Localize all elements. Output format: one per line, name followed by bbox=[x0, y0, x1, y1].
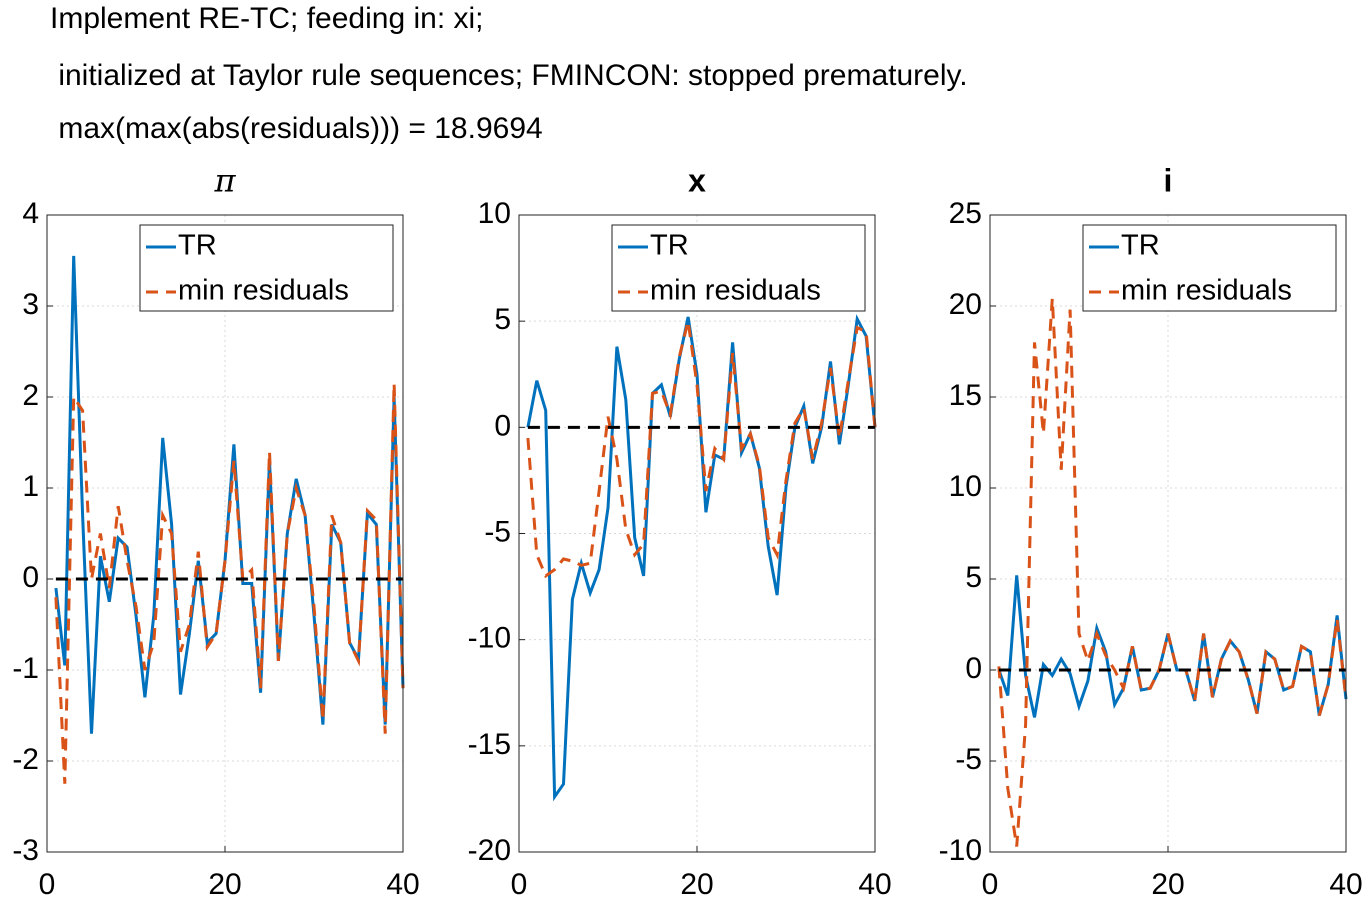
series-line bbox=[997, 298, 1348, 847]
figure-title-line: Implement RE-TC; feeding in: xi; bbox=[50, 2, 484, 35]
legend-label: min residuals bbox=[178, 275, 349, 307]
legend-box bbox=[611, 224, 866, 312]
y-tick-label: 25 bbox=[949, 197, 982, 230]
y-tick-label: 0 bbox=[494, 409, 511, 442]
y-tick-label: -1 bbox=[12, 652, 39, 685]
x-tick-label: 40 bbox=[386, 868, 419, 901]
axes-box bbox=[518, 214, 876, 853]
y-tick-label: -10 bbox=[939, 834, 982, 867]
subplot-title: x bbox=[688, 162, 706, 198]
x-tick-label: 20 bbox=[680, 868, 713, 901]
subplot-title: i bbox=[1164, 162, 1173, 198]
legend-label: min residuals bbox=[650, 275, 821, 307]
legend-box bbox=[1082, 224, 1337, 312]
x-tick-label: 20 bbox=[1151, 868, 1184, 901]
x-tick-label: 0 bbox=[982, 868, 999, 901]
y-tick-label: 20 bbox=[949, 288, 982, 321]
legend-label: TR bbox=[650, 230, 689, 262]
figure-title-line: initialized at Taylor rule sequences; FM… bbox=[50, 59, 968, 92]
y-tick-label: 5 bbox=[965, 561, 982, 594]
figure-title-line: max(max(abs(residuals))) = 18.9694 bbox=[50, 112, 543, 145]
x-tick-label: 40 bbox=[858, 868, 891, 901]
legend-label: min residuals bbox=[1121, 275, 1292, 307]
y-tick-label: 10 bbox=[478, 197, 511, 230]
y-tick-label: -10 bbox=[468, 622, 511, 655]
x-tick-label: 20 bbox=[208, 868, 241, 901]
y-tick-label: 1 bbox=[22, 470, 39, 503]
y-tick-label: -15 bbox=[468, 728, 511, 761]
y-tick-label: 15 bbox=[949, 379, 982, 412]
y-tick-label: -5 bbox=[955, 743, 982, 776]
y-tick-label: -2 bbox=[12, 743, 39, 776]
series-line bbox=[54, 383, 405, 784]
legend-box bbox=[139, 224, 394, 312]
axes-box bbox=[46, 214, 404, 853]
legend-label: TR bbox=[1121, 230, 1160, 262]
y-tick-label: 5 bbox=[494, 303, 511, 336]
y-tick-label: 4 bbox=[22, 197, 39, 230]
x-tick-label: 0 bbox=[39, 868, 56, 901]
axes-box bbox=[989, 214, 1347, 853]
y-tick-label: -5 bbox=[484, 515, 511, 548]
y-tick-label: -3 bbox=[12, 834, 39, 867]
subplot-title: π bbox=[213, 162, 236, 200]
x-tick-label: 40 bbox=[1329, 868, 1362, 901]
x-tick-label: 0 bbox=[511, 868, 528, 901]
legend-label: TR bbox=[178, 230, 217, 262]
y-tick-label: -20 bbox=[468, 834, 511, 867]
y-tick-label: 2 bbox=[22, 379, 39, 412]
y-tick-label: 3 bbox=[22, 288, 39, 321]
series-line bbox=[526, 320, 877, 579]
y-tick-label: 0 bbox=[22, 561, 39, 594]
y-tick-label: 0 bbox=[965, 652, 982, 685]
y-tick-label: 10 bbox=[949, 470, 982, 503]
